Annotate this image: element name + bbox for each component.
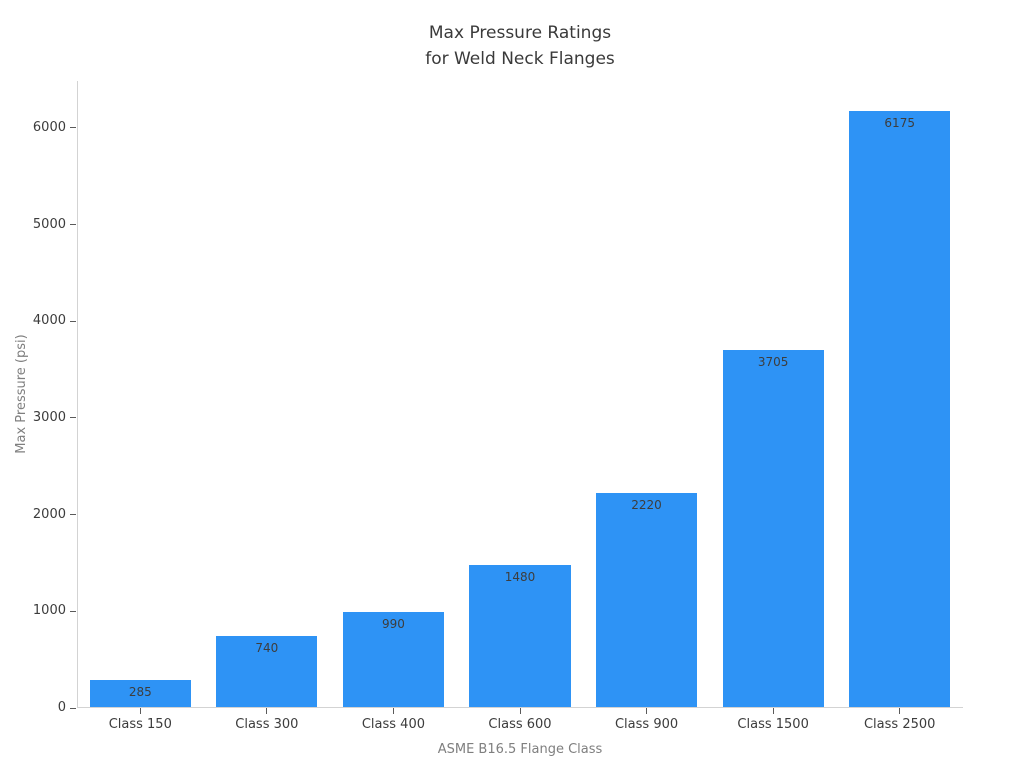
- x-tick-mark: [646, 708, 648, 714]
- x-axis-spine: [77, 707, 963, 708]
- bar: [469, 564, 571, 707]
- bar-value-label: 6175: [884, 115, 915, 130]
- y-axis-title-text: Max Pressure (psi): [14, 334, 29, 454]
- chart-title-line-2: for Weld Neck Flanges: [425, 49, 615, 69]
- chart-title: Max Pressure Ratings for Weld Neck Flang…: [77, 20, 963, 72]
- bar: [89, 680, 191, 707]
- bar-value-label: 1480: [504, 569, 536, 584]
- x-tick-label: Class 600: [488, 717, 552, 732]
- y-axis-spine: [77, 81, 78, 708]
- y-tick-label: 6000: [32, 119, 66, 135]
- x-tick-label: Class 300: [235, 717, 299, 732]
- y-tick-label: 3000: [32, 409, 66, 425]
- x-tick-mark: [772, 708, 774, 714]
- y-tick-mark: [70, 514, 76, 516]
- y-tick-mark: [70, 417, 76, 419]
- y-tick-label: 1000: [32, 603, 66, 619]
- x-tick-mark: [266, 708, 268, 714]
- y-tick-mark: [70, 320, 76, 322]
- x-tick-mark: [899, 708, 901, 714]
- x-tick-label: Class 150: [108, 717, 172, 732]
- x-tick-mark: [139, 708, 141, 714]
- x-tick-label: Class 1500: [737, 717, 809, 732]
- bar: [595, 493, 698, 707]
- bar-value-label: 285: [128, 685, 152, 700]
- bar-value-label: 2220: [631, 498, 662, 513]
- chart-title-line-1: Max Pressure Ratings: [428, 23, 612, 43]
- x-tick-label: Class 900: [614, 717, 679, 732]
- x-tick-label: Class 400: [361, 717, 425, 732]
- y-tick-label: 5000: [32, 216, 66, 232]
- x-axis-title: ASME B16.5 Flange Class: [437, 742, 603, 757]
- bar: [849, 110, 951, 707]
- y-tick-label: 2000: [32, 506, 66, 522]
- x-tick-mark: [519, 708, 521, 714]
- y-tick-label: 0: [57, 700, 66, 715]
- x-tick-mark: [392, 708, 394, 714]
- bar-value-label: 990: [381, 617, 405, 632]
- bar-value-label: 740: [255, 641, 279, 656]
- bar: [342, 612, 445, 707]
- plot-area: 0 1000 2000 3000 4000 5000 6000 285 Class 150 740…: [33, 81, 963, 732]
- y-tick-mark: [70, 127, 76, 129]
- bar: [722, 349, 824, 707]
- y-tick-mark: [70, 707, 76, 709]
- x-tick-label: Class 2500: [863, 717, 936, 732]
- y-tick-mark: [70, 610, 76, 612]
- bar-value-label: 3705: [757, 354, 789, 369]
- y-tick-label: 4000: [32, 313, 66, 329]
- bar: [216, 636, 318, 707]
- y-tick-mark: [70, 224, 76, 225]
